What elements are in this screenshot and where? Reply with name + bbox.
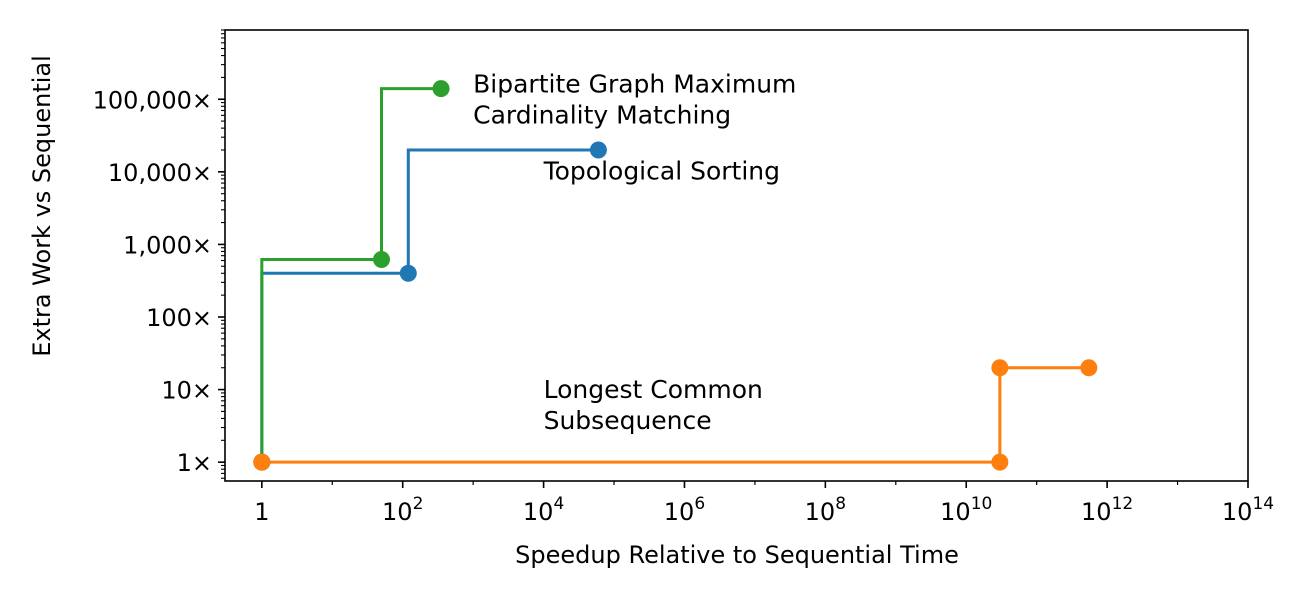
y-tick-label: 100,000× — [93, 86, 212, 114]
x-tick-label: 1014 — [1222, 494, 1274, 526]
x-tick-label: 106 — [664, 494, 705, 526]
series-labels: Topological Sorting Bipartite Graph Maxim… — [473, 69, 796, 435]
series-line — [261, 366, 1089, 464]
y-tick-label: 1× — [177, 449, 212, 477]
series-markers — [253, 80, 1098, 471]
y-tick-label: 10× — [161, 377, 212, 405]
data-point — [432, 80, 450, 98]
x-axis-label: Speedup Relative to Sequential Time — [515, 541, 959, 569]
y-tick-label: 1,000× — [123, 231, 212, 259]
x-axis: 1 102 104 106 108 1010 1012 1014 — [254, 481, 1274, 526]
data-point — [991, 359, 1009, 377]
series-label: Cardinality Matching — [473, 100, 731, 129]
y-tick-label: 10,000× — [108, 159, 212, 187]
x-tick-label: 1012 — [1081, 494, 1133, 526]
data-point — [399, 264, 417, 282]
y-axis-label: Extra Work vs Sequential — [28, 55, 56, 357]
y-tick-label: 100× — [146, 304, 212, 332]
series-label: Longest Common — [544, 375, 763, 404]
x-tick-label: 1010 — [940, 494, 992, 526]
x-tick-label: 108 — [805, 494, 846, 526]
data-point — [253, 453, 271, 471]
series-label: Bipartite Graph Maximum — [473, 69, 796, 98]
series-label: Subsequence — [544, 406, 712, 435]
data-point — [373, 250, 391, 268]
data-point — [589, 141, 607, 159]
x-tick-label: 104 — [523, 494, 564, 526]
x-tick-label: 102 — [382, 494, 423, 526]
data-point — [1080, 359, 1098, 377]
y-axis: 1× 10× 100× 1,000× 10,000× 100,000× — [93, 29, 225, 479]
series-label: Topological Sorting — [543, 156, 780, 185]
data-point — [991, 453, 1009, 471]
x-tick-label: 1 — [254, 498, 269, 526]
